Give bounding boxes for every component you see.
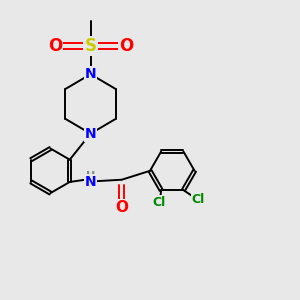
Text: O: O [48, 37, 62, 55]
Text: N: N [85, 67, 96, 81]
Text: O: O [119, 37, 133, 55]
Text: N: N [85, 175, 96, 189]
Text: O: O [115, 200, 128, 215]
Text: Cl: Cl [152, 196, 165, 209]
Text: H: H [86, 171, 95, 181]
Text: Cl: Cl [192, 193, 205, 206]
Text: S: S [85, 37, 97, 55]
Text: N: N [85, 127, 96, 141]
